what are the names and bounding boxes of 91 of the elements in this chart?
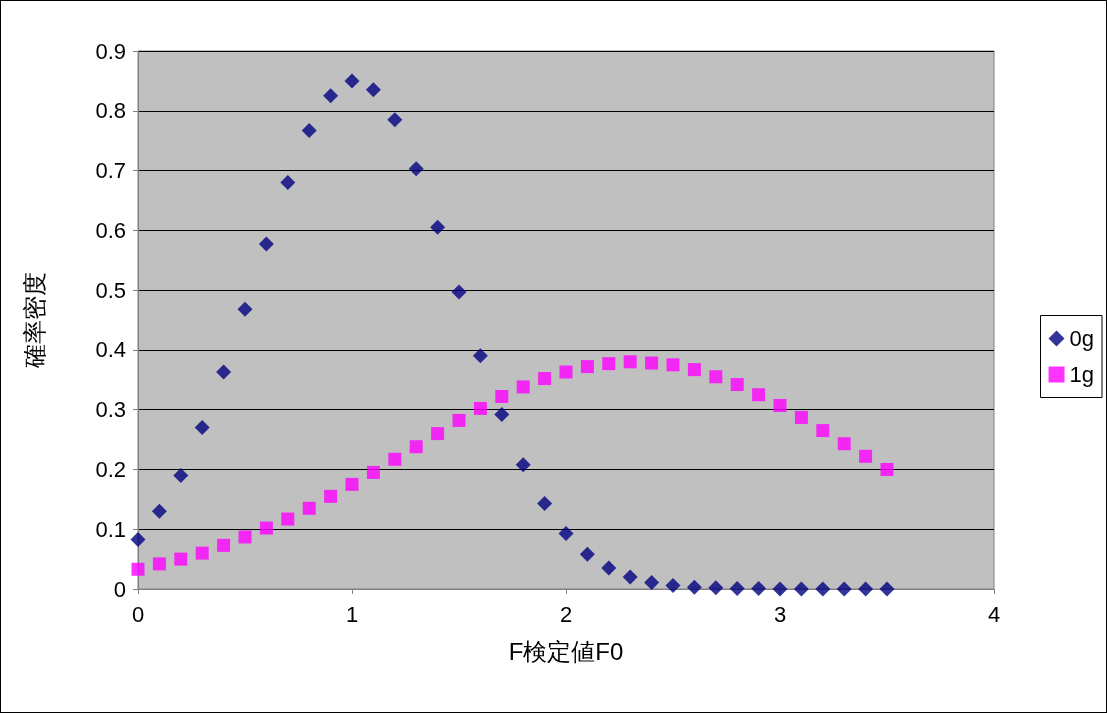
point (815, 581, 831, 597)
y-tick-label: 0.9 (95, 38, 126, 64)
point (431, 427, 445, 441)
point (217, 538, 231, 552)
point (709, 370, 723, 384)
point (344, 73, 360, 89)
point (430, 219, 446, 235)
y-tick-label: 0.6 (95, 217, 126, 243)
point (579, 546, 595, 562)
point (558, 525, 574, 541)
point (387, 112, 403, 128)
y-tick-label: 0.5 (95, 277, 126, 303)
point (816, 424, 830, 438)
x-tick-label: 4 (987, 601, 1001, 627)
point (259, 521, 273, 535)
point (880, 462, 894, 476)
point (623, 355, 637, 369)
x-tick-label: 2 (559, 601, 573, 627)
point (879, 581, 895, 597)
y-tick-label: 0.1 (95, 516, 126, 542)
point (195, 546, 209, 560)
point (174, 552, 188, 566)
y-tick-label: 0.3 (95, 397, 126, 423)
point (388, 452, 402, 466)
point (130, 531, 146, 547)
y-tick-label: 0.8 (95, 98, 126, 124)
point (836, 581, 852, 597)
point (216, 364, 232, 380)
point (452, 413, 466, 427)
legend-label: 0g (1069, 326, 1095, 351)
point (409, 440, 423, 454)
point (258, 236, 274, 252)
y-tick-label: 0.7 (95, 158, 126, 184)
point (580, 360, 594, 374)
point (622, 569, 638, 585)
y-axis-title: 確率密度 (20, 272, 48, 369)
point (173, 467, 189, 483)
point (793, 581, 809, 597)
point (152, 557, 166, 571)
point (238, 530, 252, 544)
point (495, 390, 509, 404)
point (345, 477, 359, 491)
point (602, 357, 616, 371)
x-tick-label: 1 (345, 601, 359, 627)
point (473, 401, 487, 415)
point (687, 363, 701, 377)
point (537, 496, 553, 512)
point (708, 580, 724, 596)
point (794, 410, 808, 424)
point (408, 161, 424, 177)
point (451, 284, 467, 300)
point (859, 449, 873, 463)
point (645, 356, 659, 370)
point (472, 348, 488, 364)
y-tick-label: 0 (113, 576, 126, 602)
x-tick-label: 3 (773, 601, 787, 627)
point (151, 503, 167, 519)
point (280, 175, 296, 191)
y-tick-label: 0.4 (95, 337, 126, 363)
point (516, 380, 530, 394)
point (194, 420, 210, 436)
point (365, 82, 381, 98)
point (666, 358, 680, 372)
y-tick-label: 0.2 (95, 456, 126, 482)
point (837, 437, 851, 451)
point (752, 388, 766, 402)
legend-label: 1g (1069, 362, 1095, 387)
x-axis-title: F検定値F0 (508, 637, 624, 665)
point (730, 378, 744, 392)
point (601, 560, 617, 576)
point (366, 465, 380, 479)
point (665, 577, 681, 593)
point (324, 489, 338, 503)
point (494, 406, 510, 422)
point (131, 562, 145, 576)
point (301, 123, 317, 138)
point (729, 580, 745, 596)
point (538, 372, 552, 386)
point (858, 581, 874, 597)
point (686, 579, 702, 595)
point (751, 580, 767, 596)
point (773, 398, 787, 412)
point (281, 512, 295, 526)
point (323, 88, 339, 104)
point (559, 365, 573, 379)
point (237, 301, 253, 317)
point (644, 574, 660, 590)
point (772, 581, 788, 597)
point (302, 501, 316, 515)
x-tick-label: 0 (131, 601, 145, 627)
point (515, 457, 531, 473)
